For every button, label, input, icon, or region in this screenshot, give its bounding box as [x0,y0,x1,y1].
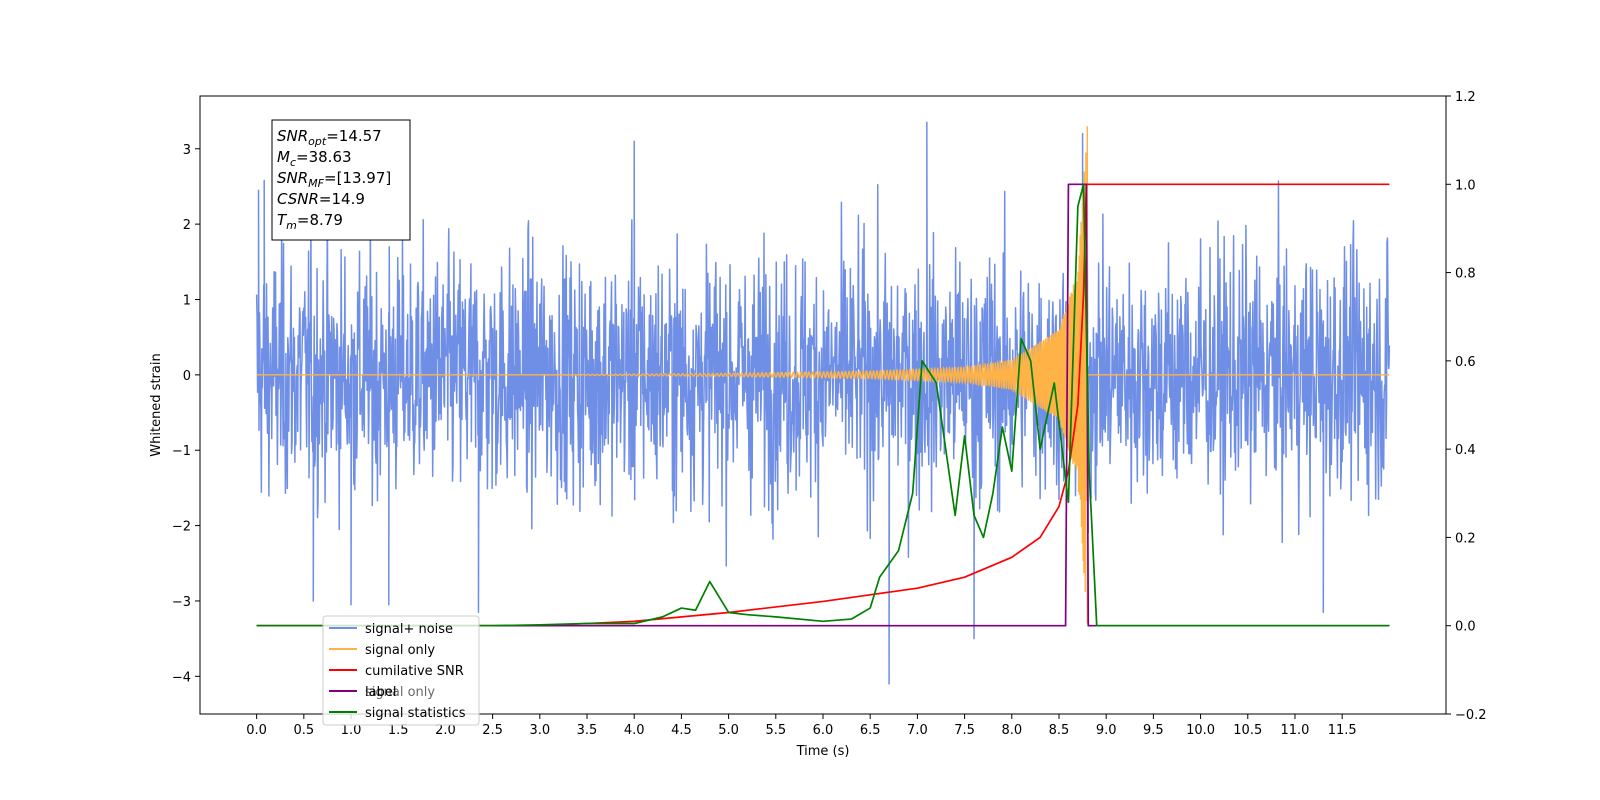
series-cumulative-snr-line [256,183,1390,627]
y-left-tick-label: 3 [183,143,191,158]
x-tick-label: 7.0 [907,723,928,738]
y-right-tick-label: 1.0 [1455,178,1476,193]
y-right-tick-label: 0.0 [1455,620,1476,635]
x-tick-label: 5.5 [765,723,786,738]
stat-value: =14.57 [326,127,382,145]
series-signal-noise-line [255,121,1391,685]
series-signal-statistics-line [256,183,1390,627]
series-signal-only-line [256,126,1390,624]
stat-line: SNRMF=[13.97] [277,169,391,190]
x-tick-label: 9.5 [1143,723,1164,738]
x-tick-label: 2.0 [435,723,456,738]
stat-subscript: opt [308,135,327,148]
stat-line: Tm=8.79 [277,211,343,232]
x-tick-label: 10.5 [1233,723,1262,738]
y-left-tick-label: −4 [172,670,191,685]
stat-box-frame [271,119,411,241]
x-tick-label: 8.5 [1049,723,1070,738]
x-tick-label: 8.0 [1001,723,1022,738]
y-right-tick-label: −0.2 [1455,708,1487,723]
y-right-tick-label: 0.6 [1455,355,1476,370]
stat-value: =8.79 [297,211,343,229]
y-right-tick-label: 0.4 [1455,443,1476,458]
stat-subscript: c [290,156,296,169]
y-axis-title: Whitened strain [149,353,164,456]
y-right-tick-label: 0.2 [1455,531,1476,546]
y-right-tick-label: 0.8 [1455,267,1476,282]
series-signal-noise-legend-label: signal+ noise [365,622,453,637]
stat-symbol: T [277,211,288,229]
x-tick-label: 1.0 [341,723,362,738]
axis-ticks: 0.0 0.5 1.0 1.5 2.0 2.5 3.0 3.5 4.0 4.5 5.0 5.5 6.0 6… [172,90,1487,738]
series-cumulative-snr-legend-label: cumilative SNR [365,664,464,679]
plot-area [255,121,1391,685]
stat-symbol: SNR [277,127,308,145]
y-left-tick-label: 1 [183,293,191,308]
x-tick-label: 10.0 [1186,723,1215,738]
x-tick-label: 0.5 [293,723,314,738]
x-tick-label: 11.5 [1328,723,1357,738]
stat-symbol: SNR [277,169,308,187]
y-left-tick-label: −1 [172,444,191,459]
x-tick-label: 6.0 [813,723,834,738]
x-tick-label: 7.5 [954,723,975,738]
x-tick-label: 11.0 [1280,723,1309,738]
stat-line: SNRopt=14.57 [277,127,382,148]
x-tick-label: 3.5 [577,723,598,738]
stat-symbol: M [277,148,290,166]
x-tick-label: 2.5 [482,723,503,738]
legend: signal+ noise signal only cumilative SNR la… [322,615,480,726]
x-axis-title: Time (s) [796,744,850,759]
series-signal-statistics-legend-label: signal statistics [365,706,466,721]
legend-ghost-label: signal only [365,685,435,700]
x-tick-label: 0.0 [246,723,267,738]
legend-frame [322,615,480,726]
stat-subscript: m [286,219,297,232]
y-right-tick-label: 1.2 [1455,90,1476,105]
stat-value: =14.9 [319,190,365,208]
x-tick-label: 5.0 [718,723,739,738]
stat-symbol: CSNR [277,190,319,208]
stat-line: CSNR=14.9 [277,190,365,208]
x-tick-label: 1.5 [388,723,409,738]
x-tick-label: 4.5 [671,723,692,738]
y-left-tick-label: 2 [183,218,191,233]
x-tick-label: 9.0 [1096,723,1117,738]
stat-annotation-box: SNRopt=14.57Mc=38.63SNRMF=[13.97]CSNR=14… [271,119,411,241]
x-tick-label: 3.0 [529,723,550,738]
y-left-tick-label: 0 [183,369,191,384]
x-tick-label: 6.5 [860,723,881,738]
stat-subscript: MF [308,177,324,190]
y-left-tick-label: −3 [172,595,191,610]
series-signal-only-legend-label: signal only [365,643,435,658]
stat-value: =[13.97] [324,169,391,187]
y-left-tick-label: −2 [172,520,191,535]
x-tick-label: 4.0 [624,723,645,738]
stat-line: Mc=38.63 [277,148,352,169]
series-label-legend-label: label [365,685,396,700]
stat-value: =38.63 [296,148,352,166]
